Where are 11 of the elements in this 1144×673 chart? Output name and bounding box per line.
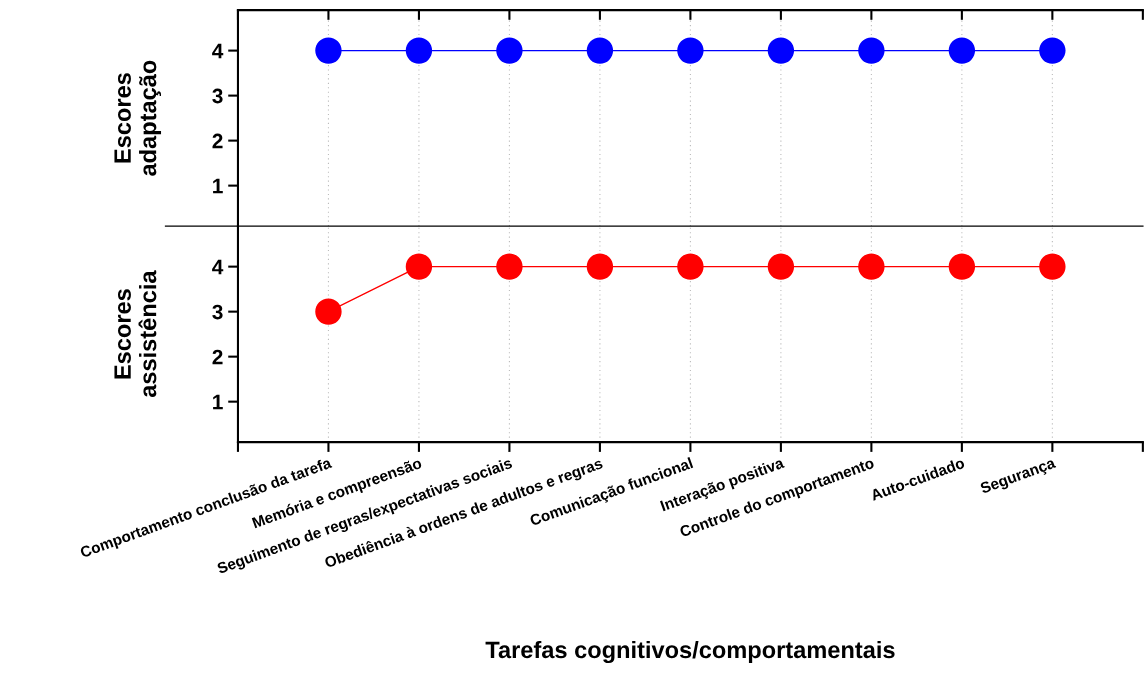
y-tick-label: 3	[212, 304, 223, 320]
y-tick-label: 3	[212, 88, 223, 104]
y-tick-label: 1	[213, 394, 223, 410]
y-tick-label: 2	[212, 349, 223, 365]
y-axis-title: Escores assistência	[114, 270, 157, 398]
y-axis-title: Escores adaptação	[114, 60, 162, 176]
x-axis-title: Tarefas cognitivos/comportamentais	[485, 640, 895, 664]
y-tick-label: 1	[213, 178, 223, 194]
y-tick-label: 4	[212, 43, 224, 59]
y-tick-label: 4	[212, 259, 224, 275]
y-tick-label: 2	[212, 133, 223, 149]
